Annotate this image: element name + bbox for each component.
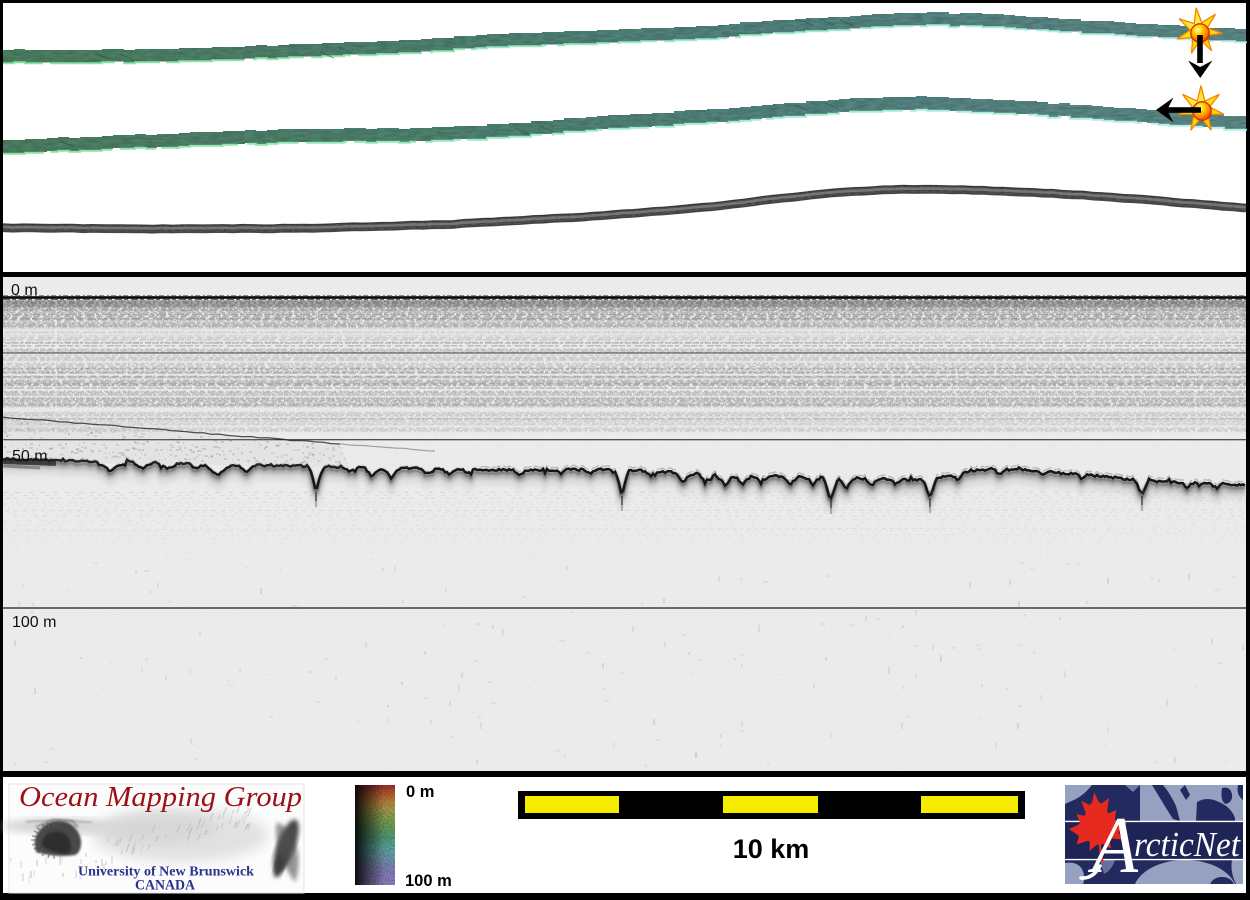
svg-text:10 km: 10 km bbox=[733, 834, 810, 864]
svg-text:0 m: 0 m bbox=[11, 282, 38, 299]
svg-text:100 m: 100 m bbox=[12, 614, 56, 631]
svg-text:0 m: 0 m bbox=[406, 783, 434, 801]
svg-text:rcticNet: rcticNet bbox=[1134, 825, 1241, 864]
svg-text:50 m: 50 m bbox=[12, 448, 48, 465]
svg-text:University of New Brunswick: University of New Brunswick bbox=[78, 865, 254, 880]
svg-text:Ocean Mapping Group: Ocean Mapping Group bbox=[19, 781, 302, 813]
svg-text:CANADA: CANADA bbox=[135, 878, 195, 894]
svg-text:100 m: 100 m bbox=[405, 872, 452, 890]
svg-text:A: A bbox=[1087, 802, 1139, 890]
